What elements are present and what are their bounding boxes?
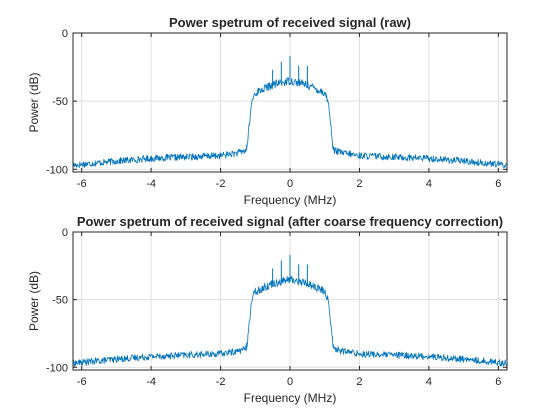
x-tick-label: 2 (356, 376, 362, 388)
y-tick-label: 0 (62, 28, 68, 40)
x-tick-label: 4 (426, 376, 432, 388)
x-axis-label: Frequency (MHz) (244, 193, 337, 207)
x-tick-label: 6 (495, 178, 501, 190)
y-tick-label: -100 (46, 164, 68, 176)
chart-title: Power spetrum of received signal (raw) (169, 15, 411, 30)
x-tick-label: 0 (287, 376, 293, 388)
x-tick-label: -4 (146, 376, 156, 388)
x-tick-label: 4 (426, 178, 432, 190)
x-tick-label: -2 (216, 376, 226, 388)
y-tick-label: 0 (62, 227, 68, 239)
x-tick-label: 6 (495, 376, 501, 388)
x-tick-label: -2 (216, 178, 226, 190)
spectrum-trace (72, 77, 508, 168)
x-tick-label: -6 (77, 376, 87, 388)
y-tick-label: -50 (52, 295, 68, 307)
y-axis-label: Power (dB) (27, 271, 41, 331)
chart-title: Power spetrum of received signal (after … (77, 214, 503, 229)
y-tick-label: -50 (52, 96, 68, 108)
x-tick-label: 2 (356, 178, 362, 190)
subplot-corrected: -6 -4 -2 0 2 4 6 -100 -50 0 Power spetrum of recei… (27, 214, 508, 405)
spectrum-trace (72, 275, 508, 367)
x-tick-label: 0 (287, 178, 293, 190)
y-axis-label: Power (dB) (27, 72, 41, 132)
x-axis-label: Frequency (MHz) (244, 391, 337, 405)
x-tick-label: -4 (146, 178, 156, 190)
y-tick-label: -100 (46, 362, 68, 374)
x-tick-label: -6 (77, 178, 87, 190)
subplot-raw: -6 -4 -2 0 2 4 6 -100 -50 0 Power spetrum of recei… (27, 15, 508, 207)
